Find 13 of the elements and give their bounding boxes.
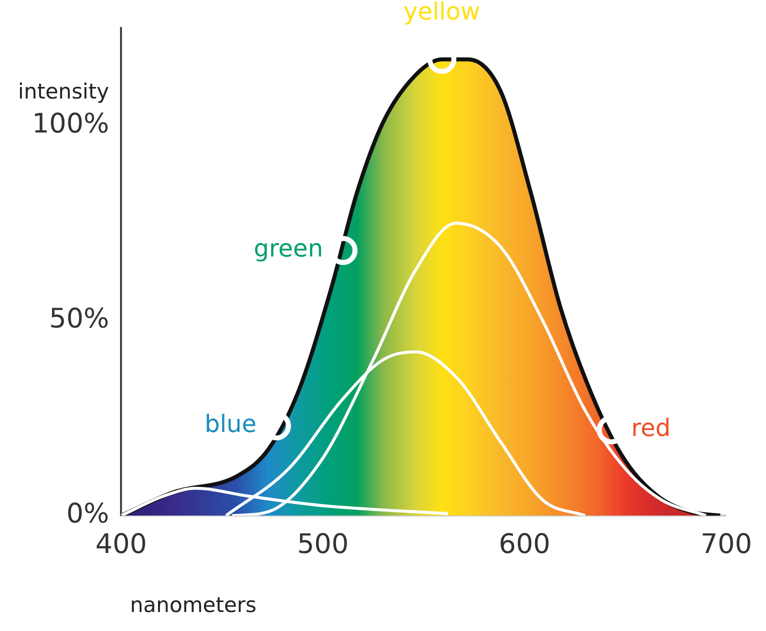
x-axis-title: nanometers (130, 592, 256, 617)
x-tick-label: 400 (95, 528, 147, 560)
y-axis-title: intensity (18, 80, 110, 104)
y-tick-label: 50% (49, 304, 110, 335)
annotation: green (254, 234, 324, 263)
x-tick-label: 700 (700, 528, 752, 560)
annotation: blue (204, 410, 256, 438)
annotation: red (631, 414, 671, 442)
y-tick-label: 100% (32, 108, 110, 140)
annotation: yellow (404, 0, 480, 26)
y-tick-label: 0% (66, 498, 110, 530)
x-tick-label: 600 (498, 528, 550, 560)
x-tick-label: 500 (297, 528, 349, 560)
